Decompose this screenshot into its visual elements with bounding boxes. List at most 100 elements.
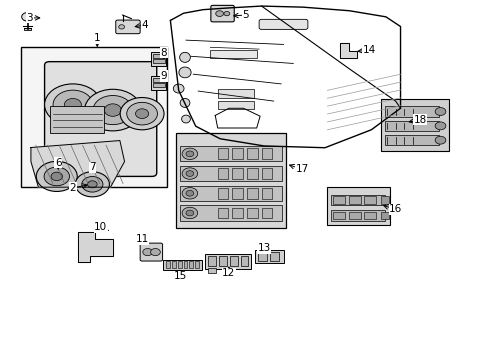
Text: 5: 5 [242,10,248,20]
Bar [246,188,257,199]
Text: 3: 3 [26,13,33,23]
Bar [348,197,360,204]
Bar [24,28,31,30]
Text: 9: 9 [161,71,167,81]
Ellipse shape [181,115,190,123]
Text: 16: 16 [388,204,402,215]
Ellipse shape [173,84,183,93]
Bar [364,212,375,219]
Bar [261,188,272,199]
Bar [165,261,169,268]
Bar [208,256,216,266]
Circle shape [81,176,103,192]
Text: 10: 10 [94,222,107,232]
Bar [21,47,167,187]
Text: 15: 15 [173,271,186,281]
Bar [217,101,254,109]
Bar [153,54,164,58]
Bar [189,261,193,268]
Bar [332,197,344,204]
Circle shape [36,161,77,192]
Bar [380,197,388,204]
Circle shape [185,190,193,196]
FancyBboxPatch shape [44,62,157,176]
FancyBboxPatch shape [140,243,162,261]
Circle shape [126,102,157,125]
Bar [332,212,344,219]
Circle shape [51,172,62,181]
FancyBboxPatch shape [116,20,140,34]
Circle shape [185,151,193,157]
Bar [255,249,284,263]
Bar [180,206,282,221]
Text: 6: 6 [55,158,61,168]
Polygon shape [31,140,124,187]
Bar [232,208,243,219]
Circle shape [104,104,121,116]
Bar [153,83,164,87]
Ellipse shape [179,52,190,62]
Text: 7: 7 [89,162,96,172]
Bar [327,187,389,225]
Bar [270,252,279,261]
Bar [177,261,181,268]
Bar [171,261,175,268]
Circle shape [434,108,445,116]
Bar [195,261,199,268]
Circle shape [224,12,229,16]
Circle shape [93,95,132,125]
Text: 17: 17 [295,164,308,174]
Bar [330,210,384,221]
Bar [180,146,282,161]
Bar [153,59,164,63]
Circle shape [182,188,197,199]
Bar [208,268,215,273]
Bar [246,148,257,159]
Bar [261,208,272,219]
Bar [348,212,360,219]
Bar [217,188,228,199]
Circle shape [434,122,445,130]
Ellipse shape [180,98,189,107]
Circle shape [44,84,101,126]
Circle shape [64,98,81,111]
Circle shape [150,248,160,256]
Text: 11: 11 [135,234,148,244]
Bar [151,76,166,90]
Bar [384,121,438,131]
Bar [330,195,384,206]
Bar [210,50,256,58]
Circle shape [215,11,223,17]
Text: 13: 13 [257,243,270,253]
Bar [217,148,228,159]
Bar [217,89,254,98]
Text: 8: 8 [161,48,167,58]
Circle shape [44,167,69,186]
Bar [258,252,266,261]
Bar [180,186,282,201]
Text: 18: 18 [412,115,426,125]
Bar [380,212,388,219]
Circle shape [434,136,445,144]
Circle shape [75,172,109,197]
Circle shape [87,181,97,188]
Bar [229,256,237,266]
Circle shape [182,148,197,159]
Bar [50,107,104,134]
Bar [384,135,438,145]
Bar [217,168,228,179]
Polygon shape [78,232,113,262]
Bar [261,168,272,179]
Bar [180,166,282,181]
Text: 1: 1 [94,33,101,43]
Circle shape [182,207,197,219]
FancyBboxPatch shape [210,5,234,22]
Text: 12: 12 [222,268,235,278]
Bar [384,107,438,117]
Polygon shape [339,43,356,58]
Bar [183,261,187,268]
Circle shape [119,25,124,29]
Bar [364,197,375,204]
Bar [232,188,243,199]
Bar [246,168,257,179]
